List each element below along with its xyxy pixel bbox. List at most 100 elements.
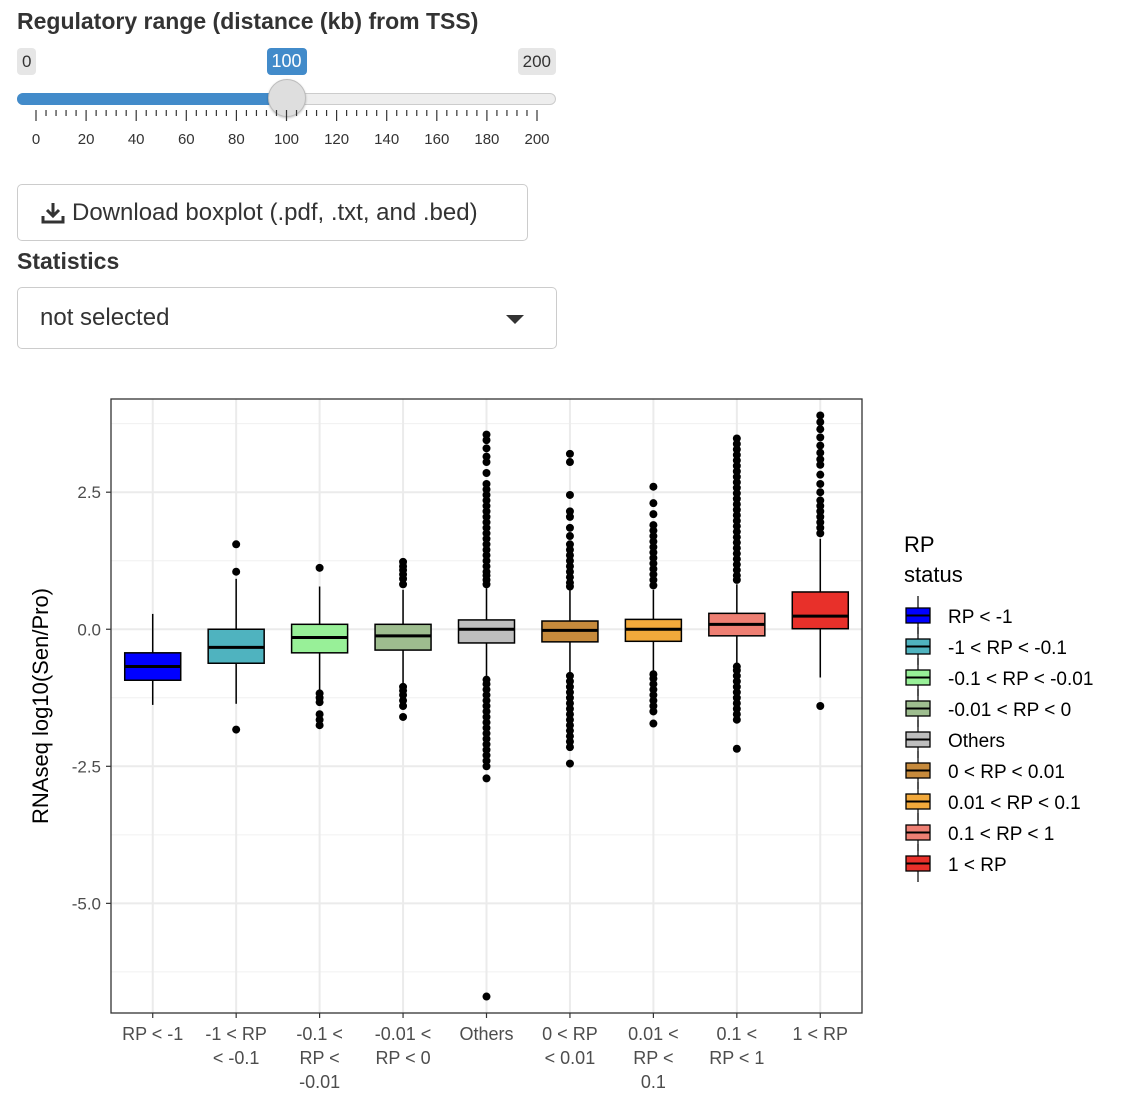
outlier-point — [482, 479, 491, 488]
outlier-point — [732, 472, 741, 481]
outlier-point — [482, 523, 491, 532]
outlier-point — [482, 444, 491, 453]
legend-label: -0.01 < RP < 0 — [948, 700, 1071, 721]
outlier-point — [482, 496, 491, 505]
slider-tick-label: 20 — [78, 131, 95, 148]
outlier-point — [816, 448, 825, 457]
outlier-point — [732, 511, 741, 520]
outlier-point — [816, 470, 825, 479]
regulatory-range-slider[interactable]: 0 200 100 0 20 40 60 80 100 120 140 160 180 200 — [17, 48, 557, 158]
outlier-point — [232, 725, 241, 734]
outlier-point — [649, 674, 658, 683]
outlier-point — [816, 425, 825, 434]
outlier-point — [732, 682, 741, 691]
outlier-point — [732, 677, 741, 686]
outlier-point — [482, 469, 491, 478]
outlier-point — [482, 718, 491, 727]
outlier-point — [816, 488, 825, 497]
outlier-point — [649, 564, 658, 573]
legend-label: -0.1 < RP < -0.01 — [948, 669, 1093, 690]
outlier-point — [232, 540, 241, 549]
outlier-point — [565, 556, 574, 565]
outlier-point — [649, 482, 658, 491]
statistics-select[interactable]: not selected — [17, 287, 557, 349]
outlier-point — [399, 696, 408, 705]
outlier-point — [565, 699, 574, 708]
outlier-point — [732, 566, 741, 575]
outlier-point — [649, 719, 658, 728]
outlier-point — [565, 490, 574, 499]
slider-tick-label: 100 — [274, 131, 299, 148]
outlier-point — [649, 691, 658, 700]
outlier-point — [565, 449, 574, 458]
outlier-point — [482, 702, 491, 710]
outlier-point — [732, 744, 741, 753]
download-boxplot-button[interactable]: Download boxplot (.pdf, .txt, and .bed) — [17, 184, 528, 241]
outlier-point — [649, 685, 658, 694]
outlier-point — [315, 698, 324, 707]
x-tick-label: RP < 0 — [375, 1048, 430, 1068]
outlier-point — [565, 532, 574, 541]
outlier-point — [565, 759, 574, 768]
outlier-point — [565, 726, 574, 735]
outlier-point — [732, 699, 741, 708]
outlier-point — [816, 433, 825, 442]
outlier-point — [482, 507, 491, 516]
legend-title: status — [904, 562, 963, 587]
outlier-point — [482, 556, 491, 565]
x-tick-label: RP < 1 — [709, 1048, 764, 1068]
outlier-point — [732, 671, 741, 680]
outlier-point — [482, 490, 491, 499]
x-tick-label: -1 < RP — [205, 1024, 267, 1044]
x-tick-label: 0.1 — [641, 1072, 666, 1092]
outlier-point — [482, 992, 491, 1001]
outlier-point — [816, 455, 825, 464]
outlier-point — [399, 712, 408, 721]
legend-label: Others — [948, 731, 1005, 752]
y-tick-label: 0.0 — [77, 620, 101, 639]
x-tick-label: RP < -1 — [122, 1024, 183, 1044]
legend-label: -1 < RP < -0.1 — [948, 638, 1067, 659]
x-tick-label: 0.01 < — [628, 1024, 679, 1044]
legend-label: 0.1 < RP < 1 — [948, 824, 1054, 845]
slider-max-badge: 200 — [517, 48, 556, 75]
x-tick-label: -0.1 < — [296, 1024, 343, 1044]
outlier-point — [482, 680, 491, 689]
slider-tick-label: 80 — [228, 131, 245, 148]
outlier-point — [732, 500, 741, 509]
outlier-point — [816, 507, 825, 516]
outlier-point — [649, 543, 658, 552]
outlier-point — [649, 707, 658, 716]
outlier-point — [482, 436, 491, 445]
outlier-point — [816, 702, 825, 710]
outlier-point — [816, 460, 825, 469]
box — [791, 591, 850, 630]
outlier-point — [482, 734, 491, 743]
outlier-point — [565, 507, 574, 516]
outlier-point — [816, 518, 825, 527]
outlier-point — [565, 688, 574, 697]
outlier-point — [482, 562, 491, 571]
x-tick-label: 0.1 < — [717, 1024, 758, 1044]
y-tick-label: 2.5 — [77, 483, 101, 502]
slider-value-badge: 100 — [266, 48, 307, 75]
outlier-point — [482, 712, 491, 721]
download-icon — [41, 202, 65, 223]
outlier-point — [649, 510, 658, 519]
slider-tick-label: 160 — [424, 131, 449, 148]
outlier-point — [565, 523, 574, 532]
outlier-point — [482, 534, 491, 543]
legend-label: 0.01 < RP < 0.1 — [948, 793, 1081, 814]
x-tick-label: 1 < RP — [793, 1024, 849, 1044]
outlier-point — [732, 704, 741, 713]
y-axis-label: RNAseq log10(Sen/Pro) — [28, 588, 53, 824]
outlier-point — [565, 682, 574, 691]
outlier-point — [482, 551, 491, 560]
outlier-point — [565, 562, 574, 571]
outlier-point — [816, 501, 825, 510]
box — [457, 619, 516, 644]
outlier-point — [732, 715, 741, 724]
outlier-point — [565, 545, 574, 554]
outlier-point — [732, 467, 741, 476]
statistics-selected-value: not selected — [40, 304, 170, 331]
